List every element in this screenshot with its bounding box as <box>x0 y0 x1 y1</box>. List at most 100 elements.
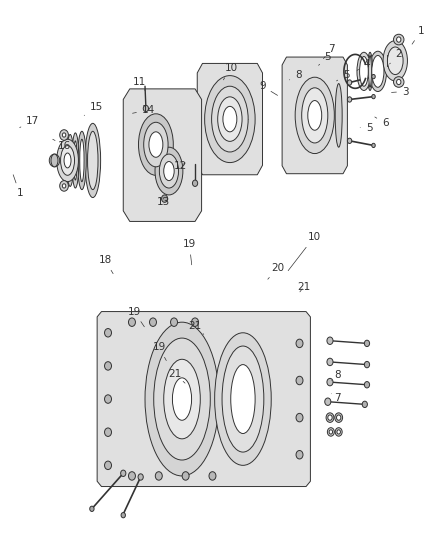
Ellipse shape <box>149 132 163 157</box>
Circle shape <box>128 472 135 480</box>
Ellipse shape <box>222 346 264 452</box>
Ellipse shape <box>60 146 74 175</box>
Text: 7: 7 <box>323 44 335 59</box>
Circle shape <box>62 184 66 188</box>
Ellipse shape <box>335 84 342 147</box>
Text: 16: 16 <box>53 139 71 151</box>
Circle shape <box>128 318 135 326</box>
Circle shape <box>182 472 189 480</box>
Circle shape <box>296 450 303 459</box>
Text: 21: 21 <box>168 369 185 383</box>
Polygon shape <box>97 312 311 487</box>
Circle shape <box>209 472 216 480</box>
Text: 18: 18 <box>99 255 113 273</box>
Circle shape <box>337 430 340 434</box>
Ellipse shape <box>88 131 98 190</box>
Circle shape <box>327 337 333 344</box>
Circle shape <box>326 413 334 422</box>
Ellipse shape <box>369 51 387 92</box>
Circle shape <box>105 461 112 470</box>
Circle shape <box>327 427 334 436</box>
Ellipse shape <box>357 52 371 91</box>
Text: 1: 1 <box>13 175 23 198</box>
Circle shape <box>396 79 401 85</box>
Ellipse shape <box>388 47 403 75</box>
Text: 5: 5 <box>336 70 350 81</box>
Text: 6: 6 <box>375 117 389 128</box>
Circle shape <box>372 94 375 99</box>
Circle shape <box>347 80 352 85</box>
Text: 13: 13 <box>157 197 170 207</box>
Text: 2: 2 <box>390 50 402 64</box>
Circle shape <box>347 138 352 143</box>
Circle shape <box>192 180 198 187</box>
Ellipse shape <box>372 55 384 87</box>
Circle shape <box>49 154 60 167</box>
Ellipse shape <box>302 88 328 143</box>
Text: 1: 1 <box>412 26 425 44</box>
Circle shape <box>296 414 303 422</box>
Polygon shape <box>123 89 201 221</box>
Ellipse shape <box>393 34 404 45</box>
Ellipse shape <box>231 365 255 433</box>
Text: 7: 7 <box>331 393 341 403</box>
Text: 15: 15 <box>84 102 103 116</box>
Circle shape <box>335 427 342 436</box>
Text: 14: 14 <box>133 105 155 115</box>
Text: 10: 10 <box>288 232 321 271</box>
Circle shape <box>372 75 375 79</box>
Ellipse shape <box>173 378 191 420</box>
Text: 4: 4 <box>357 59 370 70</box>
Text: 3: 3 <box>392 86 409 96</box>
Circle shape <box>62 133 66 137</box>
Circle shape <box>335 413 343 422</box>
Ellipse shape <box>60 181 68 191</box>
Ellipse shape <box>215 333 271 465</box>
Circle shape <box>105 328 112 337</box>
Circle shape <box>105 428 112 437</box>
Text: 12: 12 <box>174 161 187 171</box>
Ellipse shape <box>367 52 373 91</box>
Ellipse shape <box>360 56 368 86</box>
Circle shape <box>329 430 332 434</box>
Circle shape <box>155 472 162 480</box>
Circle shape <box>372 143 375 148</box>
Text: 21: 21 <box>297 281 311 292</box>
Circle shape <box>191 318 198 326</box>
Circle shape <box>296 376 303 385</box>
Circle shape <box>325 398 331 406</box>
Circle shape <box>327 358 333 366</box>
Circle shape <box>362 401 367 408</box>
Circle shape <box>328 415 332 420</box>
Text: 21: 21 <box>188 321 204 334</box>
Ellipse shape <box>138 114 173 175</box>
Ellipse shape <box>74 141 77 180</box>
Ellipse shape <box>369 55 371 87</box>
Circle shape <box>149 318 156 326</box>
Circle shape <box>327 378 333 386</box>
Ellipse shape <box>68 142 72 179</box>
Circle shape <box>120 470 126 477</box>
Ellipse shape <box>85 123 101 198</box>
Circle shape <box>170 318 177 326</box>
Text: 8: 8 <box>331 370 341 381</box>
Ellipse shape <box>205 76 255 163</box>
Circle shape <box>162 195 168 203</box>
Circle shape <box>143 106 148 112</box>
Ellipse shape <box>72 133 79 188</box>
Ellipse shape <box>51 154 58 167</box>
Ellipse shape <box>67 134 74 187</box>
Polygon shape <box>387 55 400 66</box>
Circle shape <box>336 415 341 420</box>
Circle shape <box>105 395 112 403</box>
Text: 11: 11 <box>133 77 146 91</box>
Ellipse shape <box>60 130 68 140</box>
Ellipse shape <box>145 322 219 476</box>
Ellipse shape <box>78 131 86 190</box>
Ellipse shape <box>393 77 404 87</box>
Circle shape <box>347 97 352 102</box>
Text: 5: 5 <box>318 52 331 65</box>
Ellipse shape <box>212 86 248 152</box>
Polygon shape <box>197 63 262 175</box>
Circle shape <box>364 361 370 368</box>
